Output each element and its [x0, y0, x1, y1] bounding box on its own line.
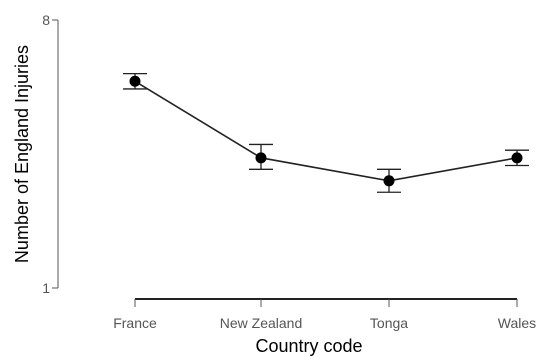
x-tick-label: Wales: [498, 315, 536, 331]
x-tick-label: New Zealand: [220, 315, 303, 331]
y-tick-label: 8: [42, 12, 50, 28]
data-point: [255, 152, 267, 164]
axes: [52, 19, 518, 307]
x-axis-title: Country code: [255, 336, 362, 356]
x-tick-label: Tonga: [370, 315, 408, 331]
axis-labels: 1 8 France New Zealand Tonga Wales Country cod…: [12, 12, 536, 356]
data-point: [383, 175, 395, 187]
x-tick-label: France: [113, 315, 157, 331]
y-axis-title: Number of England Injuries: [12, 45, 32, 263]
data-points: [129, 75, 523, 187]
series-lines: [134, 80, 518, 182]
series-line: [134, 80, 518, 182]
data-point: [511, 152, 523, 164]
error-bars: [123, 72, 529, 193]
y-tick-label: 1: [42, 280, 50, 296]
data-point: [129, 75, 141, 87]
